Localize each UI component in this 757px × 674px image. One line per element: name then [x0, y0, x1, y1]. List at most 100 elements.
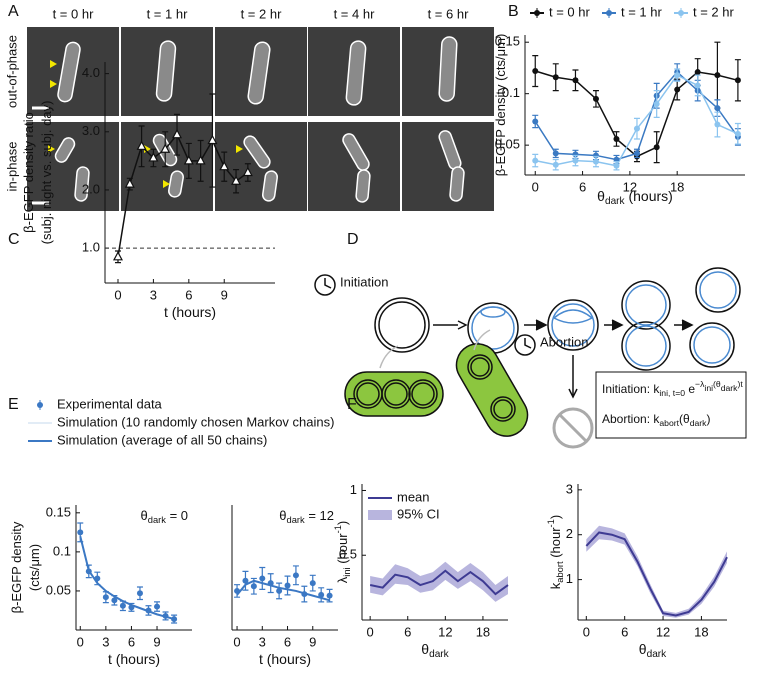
time-label: t = 4 hr — [334, 6, 375, 21]
label-part: (cts/μm) — [27, 544, 42, 591]
x-tick-label: 12 — [438, 624, 452, 639]
marker — [284, 582, 291, 589]
marker — [85, 568, 92, 575]
cell-outline — [261, 170, 279, 202]
arrow-gray — [473, 329, 491, 351]
marker — [674, 86, 681, 93]
cell-green — [344, 371, 444, 417]
legend-text: Simulation (average of all 50 chains) — [57, 432, 267, 447]
marker — [242, 577, 249, 584]
cell-outline — [345, 40, 367, 106]
cell-ring — [551, 303, 595, 347]
marker — [613, 162, 620, 169]
marker — [552, 150, 559, 157]
marker — [633, 150, 640, 157]
cell-ring — [547, 299, 599, 351]
arrow-head — [568, 388, 578, 399]
label-part: ) — [548, 515, 563, 519]
x-tick-label: 3 — [102, 634, 109, 649]
marker — [552, 161, 559, 168]
x-tick-label: 18 — [694, 624, 708, 639]
x-tick-label: 3 — [259, 634, 266, 649]
label-part: ) — [335, 521, 350, 525]
y-tick-label: 1 — [566, 571, 573, 586]
label-part: t (hours) — [259, 651, 311, 667]
time-label: t = 2 hr — [241, 6, 282, 21]
ci-band — [370, 561, 508, 602]
marker — [119, 602, 126, 609]
cell-ring — [699, 271, 737, 309]
marker — [154, 603, 161, 610]
x-tick-label: 0 — [77, 634, 84, 649]
cell-green — [455, 343, 529, 437]
arrow-head — [611, 319, 624, 331]
panel-label: C — [8, 231, 20, 248]
label-part: θ — [279, 508, 286, 523]
marker — [714, 121, 721, 128]
series-line — [535, 70, 739, 158]
y-tick-label: 0.5 — [339, 547, 357, 562]
annotation: θdark = 12 — [279, 508, 334, 525]
marker — [112, 251, 123, 261]
y-tick-label: 0.15 — [46, 504, 71, 519]
septum — [553, 309, 594, 324]
row-label: in-phase — [4, 142, 19, 192]
legend-marker — [37, 402, 43, 408]
chromosome — [467, 354, 493, 380]
marker — [259, 575, 266, 582]
cell-outline — [155, 40, 177, 102]
x-tick-label: 12 — [656, 624, 670, 639]
marker — [572, 157, 579, 164]
marker — [136, 140, 147, 150]
x-axis-label: t (hours) — [259, 651, 311, 667]
cell-outline — [355, 169, 371, 203]
label-part: β-EGFP density — [9, 521, 24, 613]
y-tick-label: 0.15 — [495, 34, 520, 49]
cell-outline — [342, 133, 370, 171]
marker — [148, 152, 159, 162]
marker — [242, 166, 253, 177]
x-tick-label: 6 — [579, 179, 586, 194]
x-tick-label: 9 — [153, 634, 160, 649]
cell-outline — [57, 41, 81, 103]
x-axis-label: θdark (hours) — [597, 188, 673, 207]
marker — [162, 612, 169, 619]
marker — [653, 100, 660, 107]
cell-ring — [621, 321, 671, 371]
label-part: dark — [605, 196, 626, 207]
arrow-head — [457, 320, 468, 330]
x-tick-label: 18 — [670, 179, 684, 194]
arrow-head — [535, 319, 548, 331]
marker — [714, 105, 721, 112]
y-tick-label: 3.0 — [82, 123, 100, 138]
clock-icon — [314, 274, 336, 296]
x-axis-label: θdark — [639, 641, 667, 660]
marker — [276, 587, 283, 594]
diagram-label: Initiation — [340, 274, 388, 289]
label-part: Initiation: k — [602, 382, 660, 396]
label-part: abort — [659, 418, 679, 428]
legend-text: mean — [397, 489, 430, 504]
chromosome — [356, 382, 380, 406]
legend-marker — [678, 10, 684, 16]
no-sign — [558, 413, 588, 443]
cell-outline — [438, 36, 458, 102]
x-tick-label: 0 — [532, 179, 539, 194]
cell-ring — [378, 301, 426, 349]
x-tick-label: 9 — [221, 287, 228, 302]
chromosome — [470, 357, 490, 377]
y-tick-label: 2 — [566, 526, 573, 541]
legend-text: Experimental data — [57, 396, 163, 411]
series-line — [534, 70, 739, 161]
legend-marker — [606, 10, 612, 16]
clock-hand — [324, 278, 332, 289]
y-tick-label: 1 — [350, 482, 357, 497]
y-axis-label: β-EGFP density (cts/μm) — [493, 34, 508, 177]
marker — [231, 175, 242, 185]
x-tick-label: 6 — [404, 624, 411, 639]
marker — [613, 135, 620, 142]
y-tick-label: 1.0 — [82, 240, 100, 255]
x-tick-label: 0 — [367, 624, 374, 639]
x-tick-label: 3 — [150, 287, 157, 302]
cell-outline — [168, 170, 184, 198]
